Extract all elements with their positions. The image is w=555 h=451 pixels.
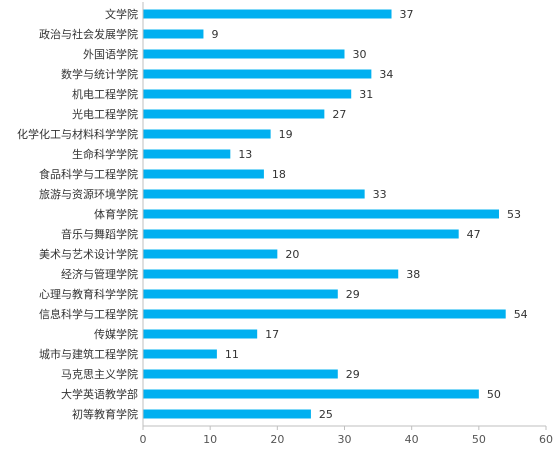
data-label: 37: [400, 8, 414, 21]
bar: [143, 329, 258, 339]
bar: [143, 249, 278, 259]
category-label: 生命科学学院: [72, 147, 138, 161]
bar: [143, 149, 231, 159]
bar: [143, 309, 506, 319]
bar: [143, 109, 325, 119]
data-label: 53: [507, 208, 521, 221]
category-label: 大学英语教学部: [61, 387, 138, 401]
category-label: 政治与社会发展学院: [39, 27, 138, 41]
bar: [143, 349, 217, 359]
category-label: 经济与管理学院: [61, 267, 138, 281]
data-label: 29: [346, 288, 360, 301]
bars-layer: [143, 9, 506, 419]
x-tick-label: 0: [140, 433, 147, 446]
bar: [143, 369, 338, 379]
bar: [143, 69, 372, 79]
labels-layer: 文学院 37 政治与社会发展学院 9 外国语学院 30 数学与统计学院 34 机电工程学院 31 光…: [17, 7, 528, 421]
bar: [143, 209, 499, 219]
category-label: 城市与建筑工程学院: [39, 347, 138, 361]
data-label: 50: [487, 388, 501, 401]
bar: [143, 129, 271, 139]
data-label: 38: [406, 268, 420, 281]
category-label: 信息科学与工程学院: [39, 307, 138, 321]
data-label: 11: [225, 348, 239, 361]
data-label: 18: [272, 168, 286, 181]
data-label: 27: [332, 108, 346, 121]
bar: [143, 169, 264, 179]
data-label: 54: [514, 308, 528, 321]
category-label: 食品科学与工程学院: [39, 167, 138, 181]
bar: [143, 9, 392, 19]
category-label: 外国语学院: [83, 47, 138, 61]
category-label: 马克思主义学院: [61, 367, 138, 381]
category-label: 音乐与舞蹈学院: [61, 227, 138, 241]
data-label: 13: [238, 148, 252, 161]
data-label: 17: [265, 328, 279, 341]
data-label: 25: [319, 408, 333, 421]
data-label: 34: [379, 68, 393, 81]
bar: [143, 389, 479, 399]
data-label: 19: [279, 128, 293, 141]
category-label: 文学院: [105, 7, 138, 21]
x-tick-label: 20: [270, 433, 284, 446]
bar: [143, 269, 399, 279]
bar: [143, 29, 204, 39]
data-label: 9: [211, 28, 218, 41]
category-label: 初等教育学院: [72, 407, 138, 421]
category-label: 机电工程学院: [72, 87, 138, 101]
bar: [143, 409, 311, 419]
data-label: 33: [373, 188, 387, 201]
x-tick-label: 30: [338, 433, 352, 446]
data-label: 31: [359, 88, 373, 101]
x-tick-label: 50: [472, 433, 486, 446]
data-label: 29: [346, 368, 360, 381]
x-axis: 0 10 20 30 40 50 60: [140, 2, 553, 446]
category-label: 美术与艺术设计学院: [39, 247, 138, 261]
bar: [143, 49, 345, 59]
data-label: 20: [285, 248, 299, 261]
category-label: 传媒学院: [94, 327, 138, 341]
category-label: 体育学院: [94, 207, 138, 221]
data-label: 47: [467, 228, 481, 241]
category-label: 化学化工与材料科学学院: [17, 127, 138, 141]
bar: [143, 229, 459, 239]
category-label: 数学与统计学院: [61, 67, 138, 81]
category-label: 光电工程学院: [72, 107, 138, 121]
category-label: 心理与教育科学学院: [39, 287, 138, 301]
x-tick-label: 40: [405, 433, 419, 446]
data-label: 30: [353, 48, 367, 61]
bar: [143, 89, 352, 99]
category-label: 旅游与资源环境学院: [39, 187, 138, 201]
bar: [143, 289, 338, 299]
x-tick-label: 10: [203, 433, 217, 446]
x-tick-label: 60: [539, 433, 553, 446]
bar: [143, 189, 365, 199]
